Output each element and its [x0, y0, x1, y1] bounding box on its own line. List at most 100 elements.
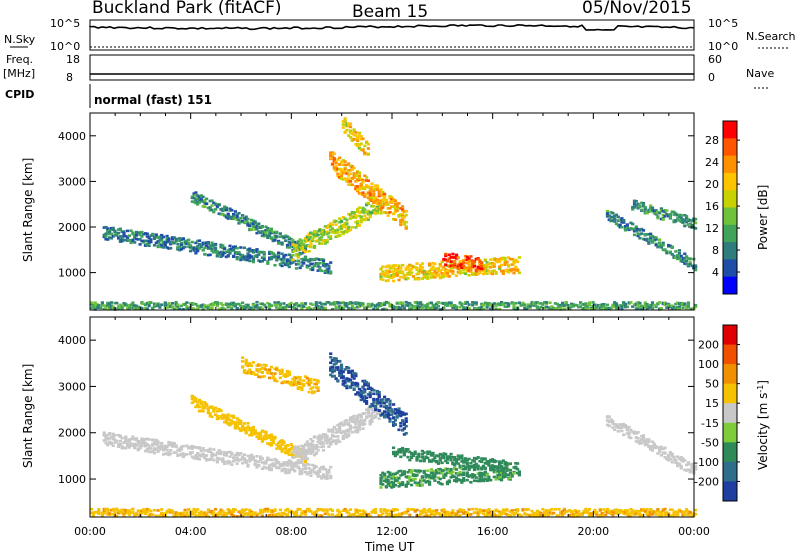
heatmap-cell — [379, 210, 383, 214]
heatmap-cell — [124, 238, 128, 242]
heatmap-cell — [287, 381, 291, 385]
heatmap-cell — [106, 513, 110, 516]
heatmap-cell — [307, 250, 311, 253]
heatmap-cell — [330, 370, 335, 374]
heatmap-cell — [363, 398, 367, 402]
heatmap-cell — [474, 308, 478, 311]
heatmap-cell — [401, 218, 405, 222]
heatmap-cell — [109, 435, 113, 439]
heatmap-cell — [232, 304, 236, 307]
nave-tick-high: 60 — [708, 53, 722, 66]
heatmap-cell — [444, 303, 448, 306]
heatmap-cell — [368, 391, 372, 394]
heatmap-cell — [566, 304, 570, 307]
heatmap-cell — [424, 276, 428, 280]
heatmap-cell — [118, 443, 122, 446]
heatmap-cell — [384, 300, 388, 304]
heatmap-cell — [205, 244, 209, 247]
heatmap-cell — [613, 423, 617, 426]
heatmap-cell — [381, 265, 385, 268]
heatmap-cell — [643, 442, 647, 445]
heatmap-cell — [205, 202, 209, 206]
heatmap-cell — [266, 234, 270, 238]
heatmap-cell — [203, 205, 207, 209]
heatmap-cell — [285, 260, 290, 263]
heatmap-cell — [197, 398, 202, 402]
heatmap-cell — [332, 157, 336, 160]
heatmap-cell — [352, 176, 356, 179]
heatmap-cell — [250, 218, 254, 222]
heatmap-cell — [108, 232, 112, 236]
heatmap-cell — [480, 467, 484, 471]
heatmap-cell — [634, 432, 638, 435]
heatmap-cell — [113, 301, 117, 305]
heatmap-cell — [309, 381, 313, 384]
heatmap-cell — [677, 457, 681, 460]
heatmap-cell — [215, 304, 219, 308]
heatmap-cell — [208, 457, 212, 461]
heatmap-cell — [239, 256, 243, 259]
heatmap-cell — [296, 245, 300, 249]
heatmap-cell — [471, 272, 475, 275]
heatmap-cell — [210, 453, 214, 457]
heatmap-cell — [363, 218, 367, 222]
heatmap-cell — [287, 471, 291, 474]
heatmap-cell — [325, 240, 329, 244]
heatmap-cell — [264, 459, 268, 463]
heatmap-cell — [248, 254, 252, 257]
heatmap-cell — [478, 308, 482, 311]
heatmap-cell — [291, 240, 295, 244]
heatmap-cell — [480, 457, 484, 460]
heatmap-cell — [120, 446, 124, 450]
heatmap-cell — [694, 467, 698, 471]
heatmap-cell — [293, 469, 297, 472]
heatmap-cell — [293, 240, 297, 244]
heatmap-cell — [291, 381, 295, 384]
heatmap-cell — [230, 451, 234, 455]
heatmap-cell — [294, 307, 299, 311]
heatmap-cell — [277, 369, 281, 372]
heatmap-cell — [302, 464, 306, 467]
heatmap-cell — [395, 452, 399, 456]
heatmap-cell — [694, 217, 698, 221]
heatmap-cell — [100, 302, 104, 306]
heatmap-cell — [311, 266, 315, 270]
heatmap-cell — [208, 447, 212, 451]
heatmap-cell — [356, 301, 360, 305]
heatmap-cell — [613, 214, 617, 218]
heatmap-cell — [300, 444, 304, 448]
heatmap-cell — [294, 464, 299, 468]
heatmap-cell — [215, 203, 219, 206]
heatmap-cell — [424, 271, 428, 274]
heatmap-cell — [341, 126, 345, 129]
heatmap-cell — [221, 209, 225, 212]
heatmap-cell — [659, 447, 663, 450]
heatmap-cell — [694, 305, 698, 308]
heatmap-cell — [445, 482, 450, 486]
heatmap-cell — [269, 251, 273, 254]
heatmap-cell — [242, 371, 246, 374]
heatmap-cell — [386, 407, 390, 410]
heatmap-cell — [260, 437, 264, 441]
heatmap-cell — [366, 415, 370, 418]
heatmap-cell — [187, 241, 191, 245]
heatmap-cell — [330, 358, 335, 362]
heatmap-cell — [374, 406, 378, 410]
heatmap-cell — [370, 196, 374, 199]
noise-sky-trace — [89, 23, 695, 31]
heatmap-cell — [127, 238, 131, 242]
heatmap-cell — [341, 171, 345, 175]
heatmap-cell — [663, 248, 667, 252]
heatmap-cell — [311, 443, 315, 446]
heatmap-cell — [108, 305, 112, 308]
heatmap-cell — [453, 467, 457, 470]
heatmap-cell — [341, 430, 345, 433]
heatmap-cell — [95, 306, 99, 309]
heatmap-cell — [397, 485, 401, 488]
heatmap-cell — [347, 302, 351, 306]
heatmap-cell — [458, 266, 462, 270]
heatmap-cell — [156, 304, 160, 307]
heatmap-cell — [170, 445, 175, 448]
heatmap-cell — [321, 230, 326, 233]
heatmap-cell — [381, 190, 385, 194]
